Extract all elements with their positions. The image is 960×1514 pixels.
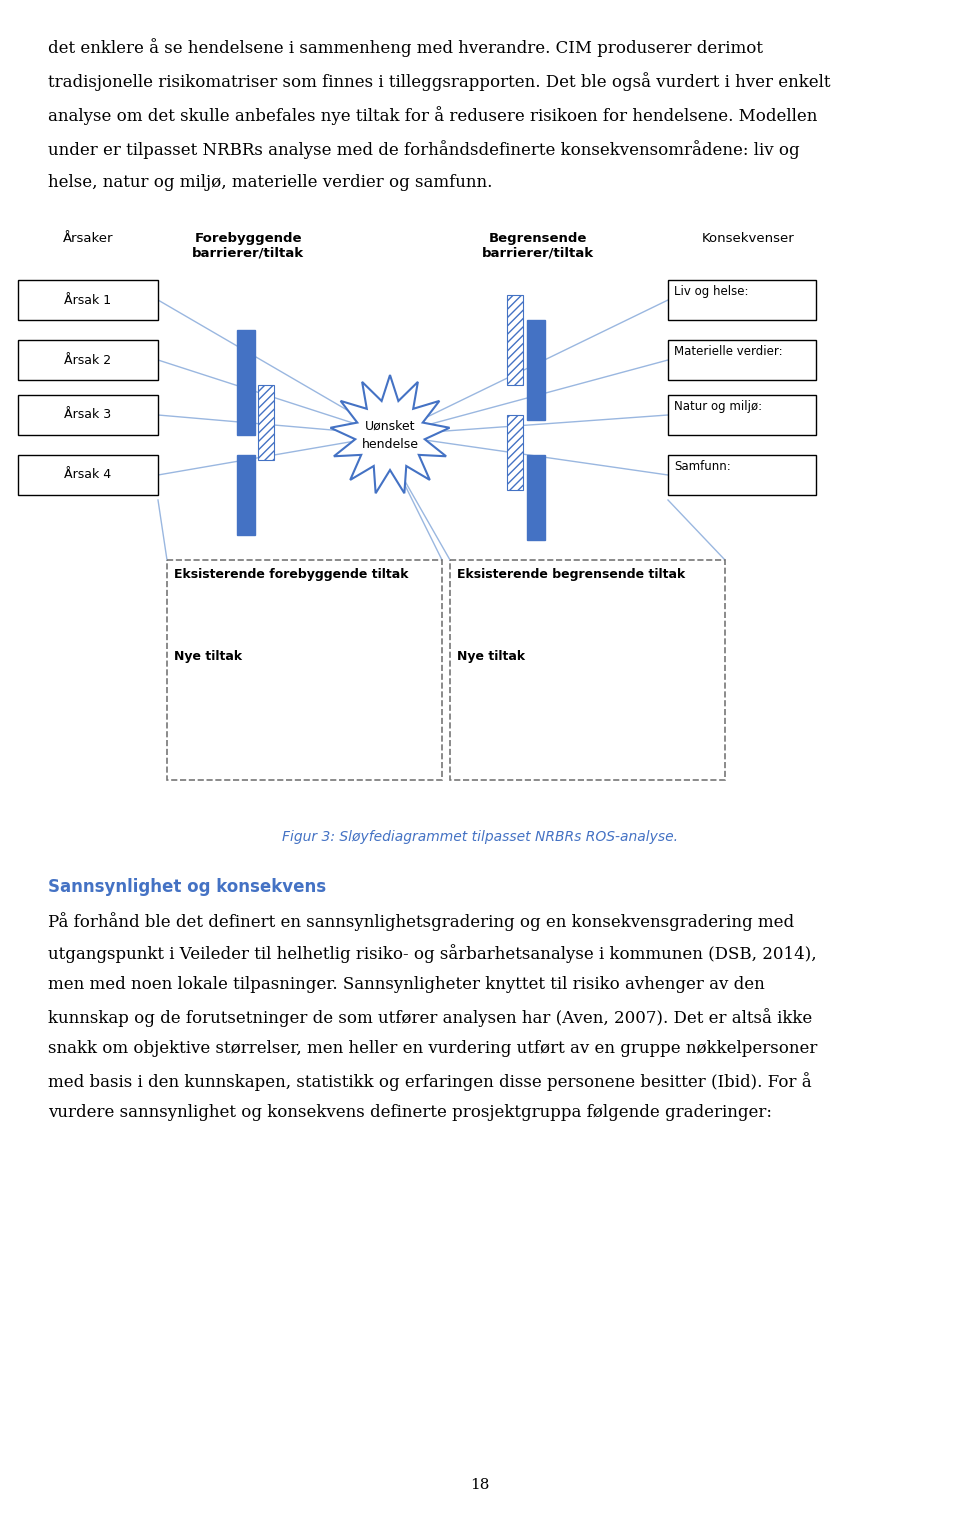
Bar: [668, 456, 816, 495]
Text: med basis i den kunnskapen, statistikk og erfaringen disse personene besitter (I: med basis i den kunnskapen, statistikk o…: [48, 1072, 811, 1092]
Text: Nye tiltak: Nye tiltak: [457, 650, 525, 663]
Text: Årsak 1: Årsak 1: [64, 294, 111, 306]
Bar: [507, 295, 523, 385]
Text: Samfunn:: Samfunn:: [674, 460, 731, 472]
Text: Forebyggende
barrierer/tiltak: Forebyggende barrierer/tiltak: [192, 232, 304, 260]
Bar: [237, 330, 255, 435]
Text: men med noen lokale tilpasninger. Sannsynligheter knyttet til risiko avhenger av: men med noen lokale tilpasninger. Sannsy…: [48, 977, 765, 993]
Text: Eksisterende begrensende tiltak: Eksisterende begrensende tiltak: [457, 568, 685, 581]
Text: vurdere sannsynlighet og konsekvens definerte prosjektgruppa følgende graderinge: vurdere sannsynlighet og konsekvens defi…: [48, 1104, 772, 1120]
Bar: [527, 319, 545, 419]
Text: det enklere å se hendelsene i sammenheng med hverandre. CIM produserer derimot: det enklere å se hendelsene i sammenheng…: [48, 38, 763, 58]
Bar: [668, 341, 816, 380]
Bar: [668, 280, 816, 319]
Bar: [18, 341, 158, 380]
Text: 18: 18: [470, 1478, 490, 1491]
Bar: [18, 456, 158, 495]
Text: snakk om objektive størrelser, men heller en vurdering utført av en gruppe nøkke: snakk om objektive størrelser, men helle…: [48, 1040, 817, 1057]
Text: På forhånd ble det definert en sannsynlighetsgradering og en konsekvensgradering: På forhånd ble det definert en sannsynli…: [48, 911, 794, 931]
Text: Begrensende
barrierer/tiltak: Begrensende barrierer/tiltak: [482, 232, 594, 260]
Bar: [527, 456, 545, 540]
Text: Natur og miljø:: Natur og miljø:: [674, 400, 762, 413]
Bar: [507, 415, 523, 491]
Text: kunnskap og de forutsetninger de som utfører analysen har (Aven, 2007). Det er a: kunnskap og de forutsetninger de som utf…: [48, 1008, 812, 1026]
Text: Eksisterende forebyggende tiltak: Eksisterende forebyggende tiltak: [174, 568, 409, 581]
Bar: [18, 395, 158, 435]
Text: Årsaker: Årsaker: [62, 232, 113, 245]
Bar: [258, 385, 274, 460]
Text: analyse om det skulle anbefales nye tiltak for å redusere risikoen for hendelsen: analyse om det skulle anbefales nye tilt…: [48, 106, 817, 126]
Text: Uønsket
hendelse: Uønsket hendelse: [362, 419, 419, 451]
Polygon shape: [330, 375, 449, 494]
Bar: [18, 280, 158, 319]
Text: Liv og helse:: Liv og helse:: [674, 285, 749, 298]
Bar: [237, 456, 255, 534]
Text: Årsak 3: Årsak 3: [64, 409, 111, 421]
Text: Konsekvenser: Konsekvenser: [702, 232, 794, 245]
Text: Årsak 4: Årsak 4: [64, 468, 111, 481]
Text: Materielle verdier:: Materielle verdier:: [674, 345, 782, 357]
Bar: [668, 395, 816, 435]
Text: Figur 3: Sløyfediagrammet tilpasset NRBRs ROS-analyse.: Figur 3: Sløyfediagrammet tilpasset NRBR…: [282, 830, 678, 843]
Text: Nye tiltak: Nye tiltak: [174, 650, 242, 663]
Text: Sannsynlighet og konsekvens: Sannsynlighet og konsekvens: [48, 878, 326, 896]
Text: Årsak 2: Årsak 2: [64, 353, 111, 366]
Text: under er tilpasset NRBRs analyse med de forhåndsdefinerte konsekvensområdene: li: under er tilpasset NRBRs analyse med de …: [48, 139, 800, 159]
Bar: [167, 560, 442, 780]
Text: tradisjonelle risikomatriser som finnes i tilleggsrapporten. Det ble også vurder: tradisjonelle risikomatriser som finnes …: [48, 73, 830, 91]
Text: utgangspunkt i Veileder til helhetlig risiko- og sårbarhetsanalyse i kommunen (D: utgangspunkt i Veileder til helhetlig ri…: [48, 945, 817, 963]
Bar: [450, 560, 725, 780]
Text: helse, natur og miljø, materielle verdier og samfunn.: helse, natur og miljø, materielle verdie…: [48, 174, 492, 191]
